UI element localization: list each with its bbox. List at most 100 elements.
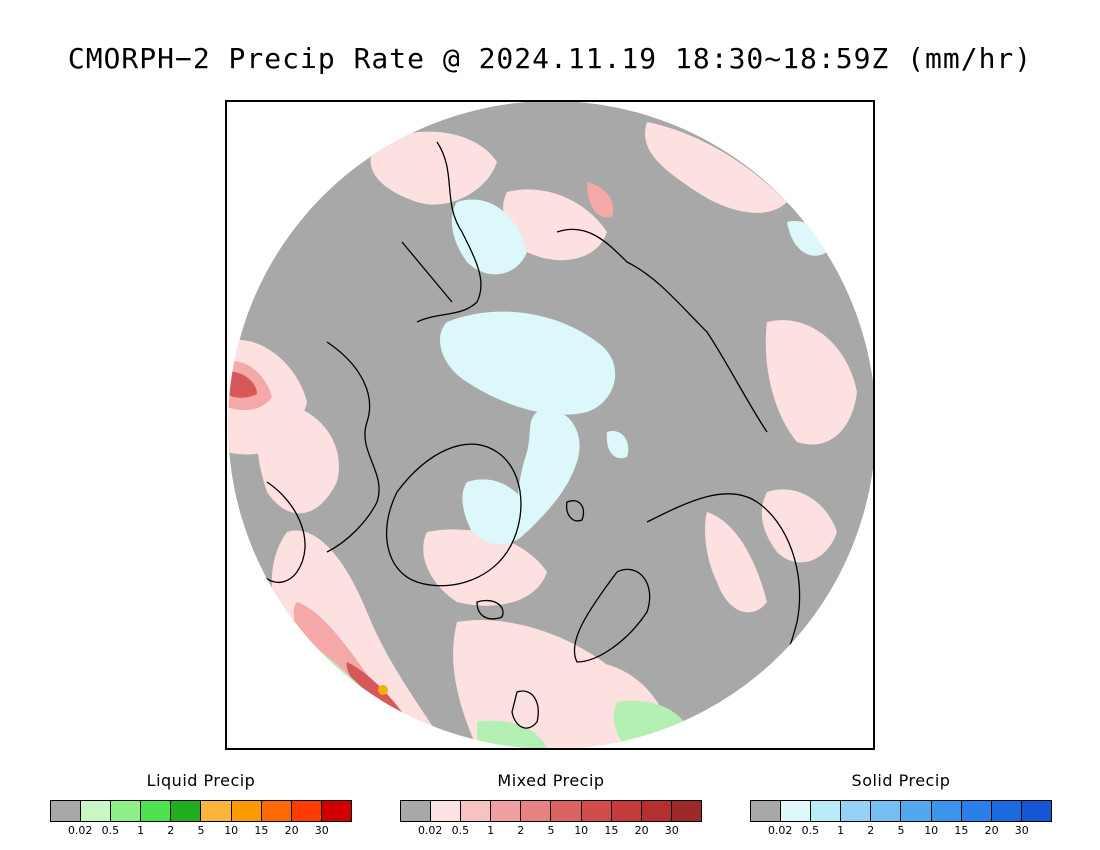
legend-swatch [961,801,992,821]
legend-tick-label: 10 [574,824,589,837]
legend-swatch [521,801,552,821]
legend-swatch [551,801,582,821]
mixed-precip-heavy [228,371,402,714]
legend-tick-label: 15 [954,824,969,837]
mixed-precip-area [761,489,837,563]
legend-colorbar [750,800,1052,822]
legend-swatch [1021,801,1051,821]
legend-swatch [431,801,462,821]
mixed-precip-heavy-area [228,371,257,398]
legend-tick-label: 30 [1014,824,1029,837]
mixed-precip-area [645,122,787,213]
legend-swatch [461,801,492,821]
mixed-precip-area [705,512,767,613]
mixed-precip-area [257,402,339,514]
solid-precip-area [451,199,527,275]
legend-swatch [611,801,642,821]
mixed-precip-moderate-area [587,182,614,218]
legend-swatch [231,801,262,821]
legend-mixed-precip: Mixed Precip 0.02 0.5 1 2 5 10 15 20 30 [400,770,702,838]
legend-tick-label: 0.02 [417,824,443,837]
legend-tick-label: 10 [224,824,239,837]
legend-swatch [401,801,432,821]
legend-swatch [581,801,612,821]
legend-swatch [751,801,782,821]
solid-precip-area [462,479,532,545]
legend-tick-label: 0.5 [451,824,470,837]
legend-swatch [871,801,902,821]
map-panel [225,100,875,750]
solid-precip-area [517,410,580,532]
legend-tick-labels: 0.02 0.5 1 2 5 10 15 20 30 [50,824,352,838]
liquid-precip-intense [378,685,388,695]
legend-swatch [901,801,932,821]
legend-swatch [291,801,322,821]
legend-title: Solid Precip [851,771,951,790]
solid-precip-areas [439,199,827,545]
legend-tick-label: 1 [837,824,845,837]
coastline-siberia-east [556,228,768,433]
liquid-precip-light [477,720,547,748]
legend-tick-label: 0.02 [767,824,793,837]
mixed-precip-area [370,131,497,205]
mixed-precip-area [503,189,607,261]
legend-solid-precip: Solid Precip 0.02 0.5 1 2 5 10 15 20 30 [750,770,1052,838]
legend-tick-label: 0.5 [801,824,820,837]
legend-tick-label: 2 [867,824,875,837]
legend-tick-labels: 0.02 0.5 1 2 5 10 15 20 30 [400,824,702,838]
legend-tick-label: 20 [634,824,649,837]
coastline-greenland [385,443,522,587]
legend-swatch [81,801,112,821]
solid-precip-area [606,431,629,459]
legend-tick-label: 15 [604,824,619,837]
polar-precip-map [228,102,873,748]
coastline-british-isles [511,690,539,729]
legend-tick-label: 1 [487,824,495,837]
legend-swatch [931,801,962,821]
coastline-scandinavia [573,568,651,663]
legend-swatch [641,801,672,821]
coastline-iceland [476,599,504,620]
legend-tick-label: 15 [254,824,269,837]
legend-colorbar [50,800,352,822]
legend-swatch [141,801,172,821]
mixed-precip-area [423,529,547,606]
legend-colorbar [400,800,702,822]
legend-tick-label: 1 [137,824,145,837]
mixed-precip-area [765,320,857,445]
legend-tick-label: 0.02 [67,824,93,837]
legend-tick-label: 2 [517,824,525,837]
legend-tick-label: 20 [984,824,999,837]
legend-swatch [841,801,872,821]
legend-swatch [201,801,232,821]
legend-swatch [491,801,522,821]
legend-title: Mixed Precip [497,771,605,790]
legend-swatch [51,801,82,821]
legend-swatch [811,801,842,821]
legend-tick-label: 5 [897,824,905,837]
border-alaska-canada [401,241,453,303]
map-title: CMORPH−2 Precip Rate @ 2024.11.19 18:30~… [67,42,1033,75]
coastline-canada-archipelago [326,341,380,553]
legend-swatch [671,801,701,821]
legend-tick-label: 20 [284,824,299,837]
legend-swatch [321,801,351,821]
legend-tick-labels: 0.02 0.5 1 2 5 10 15 20 30 [750,824,1052,838]
legend-tick-label: 0.5 [101,824,120,837]
legend-tick-label: 30 [314,824,329,837]
legend-swatch [171,801,202,821]
legend-swatch [991,801,1022,821]
solid-precip-area [439,311,616,415]
legend-swatch [781,801,812,821]
legend-tick-label: 30 [664,824,679,837]
legend-swatch [261,801,292,821]
legend-liquid-precip: Liquid Precip 0.02 0.5 1 2 5 10 15 20 30 [50,770,352,838]
legend-title: Liquid Precip [146,771,256,790]
legend-tick-label: 10 [924,824,939,837]
legend-tick-label: 5 [197,824,205,837]
coastline-svalbard [566,500,585,522]
mixed-precip-heavy-area [346,662,402,714]
legend-tick-label: 5 [547,824,555,837]
legend-tick-label: 2 [167,824,175,837]
coastline-alaska [416,141,482,323]
